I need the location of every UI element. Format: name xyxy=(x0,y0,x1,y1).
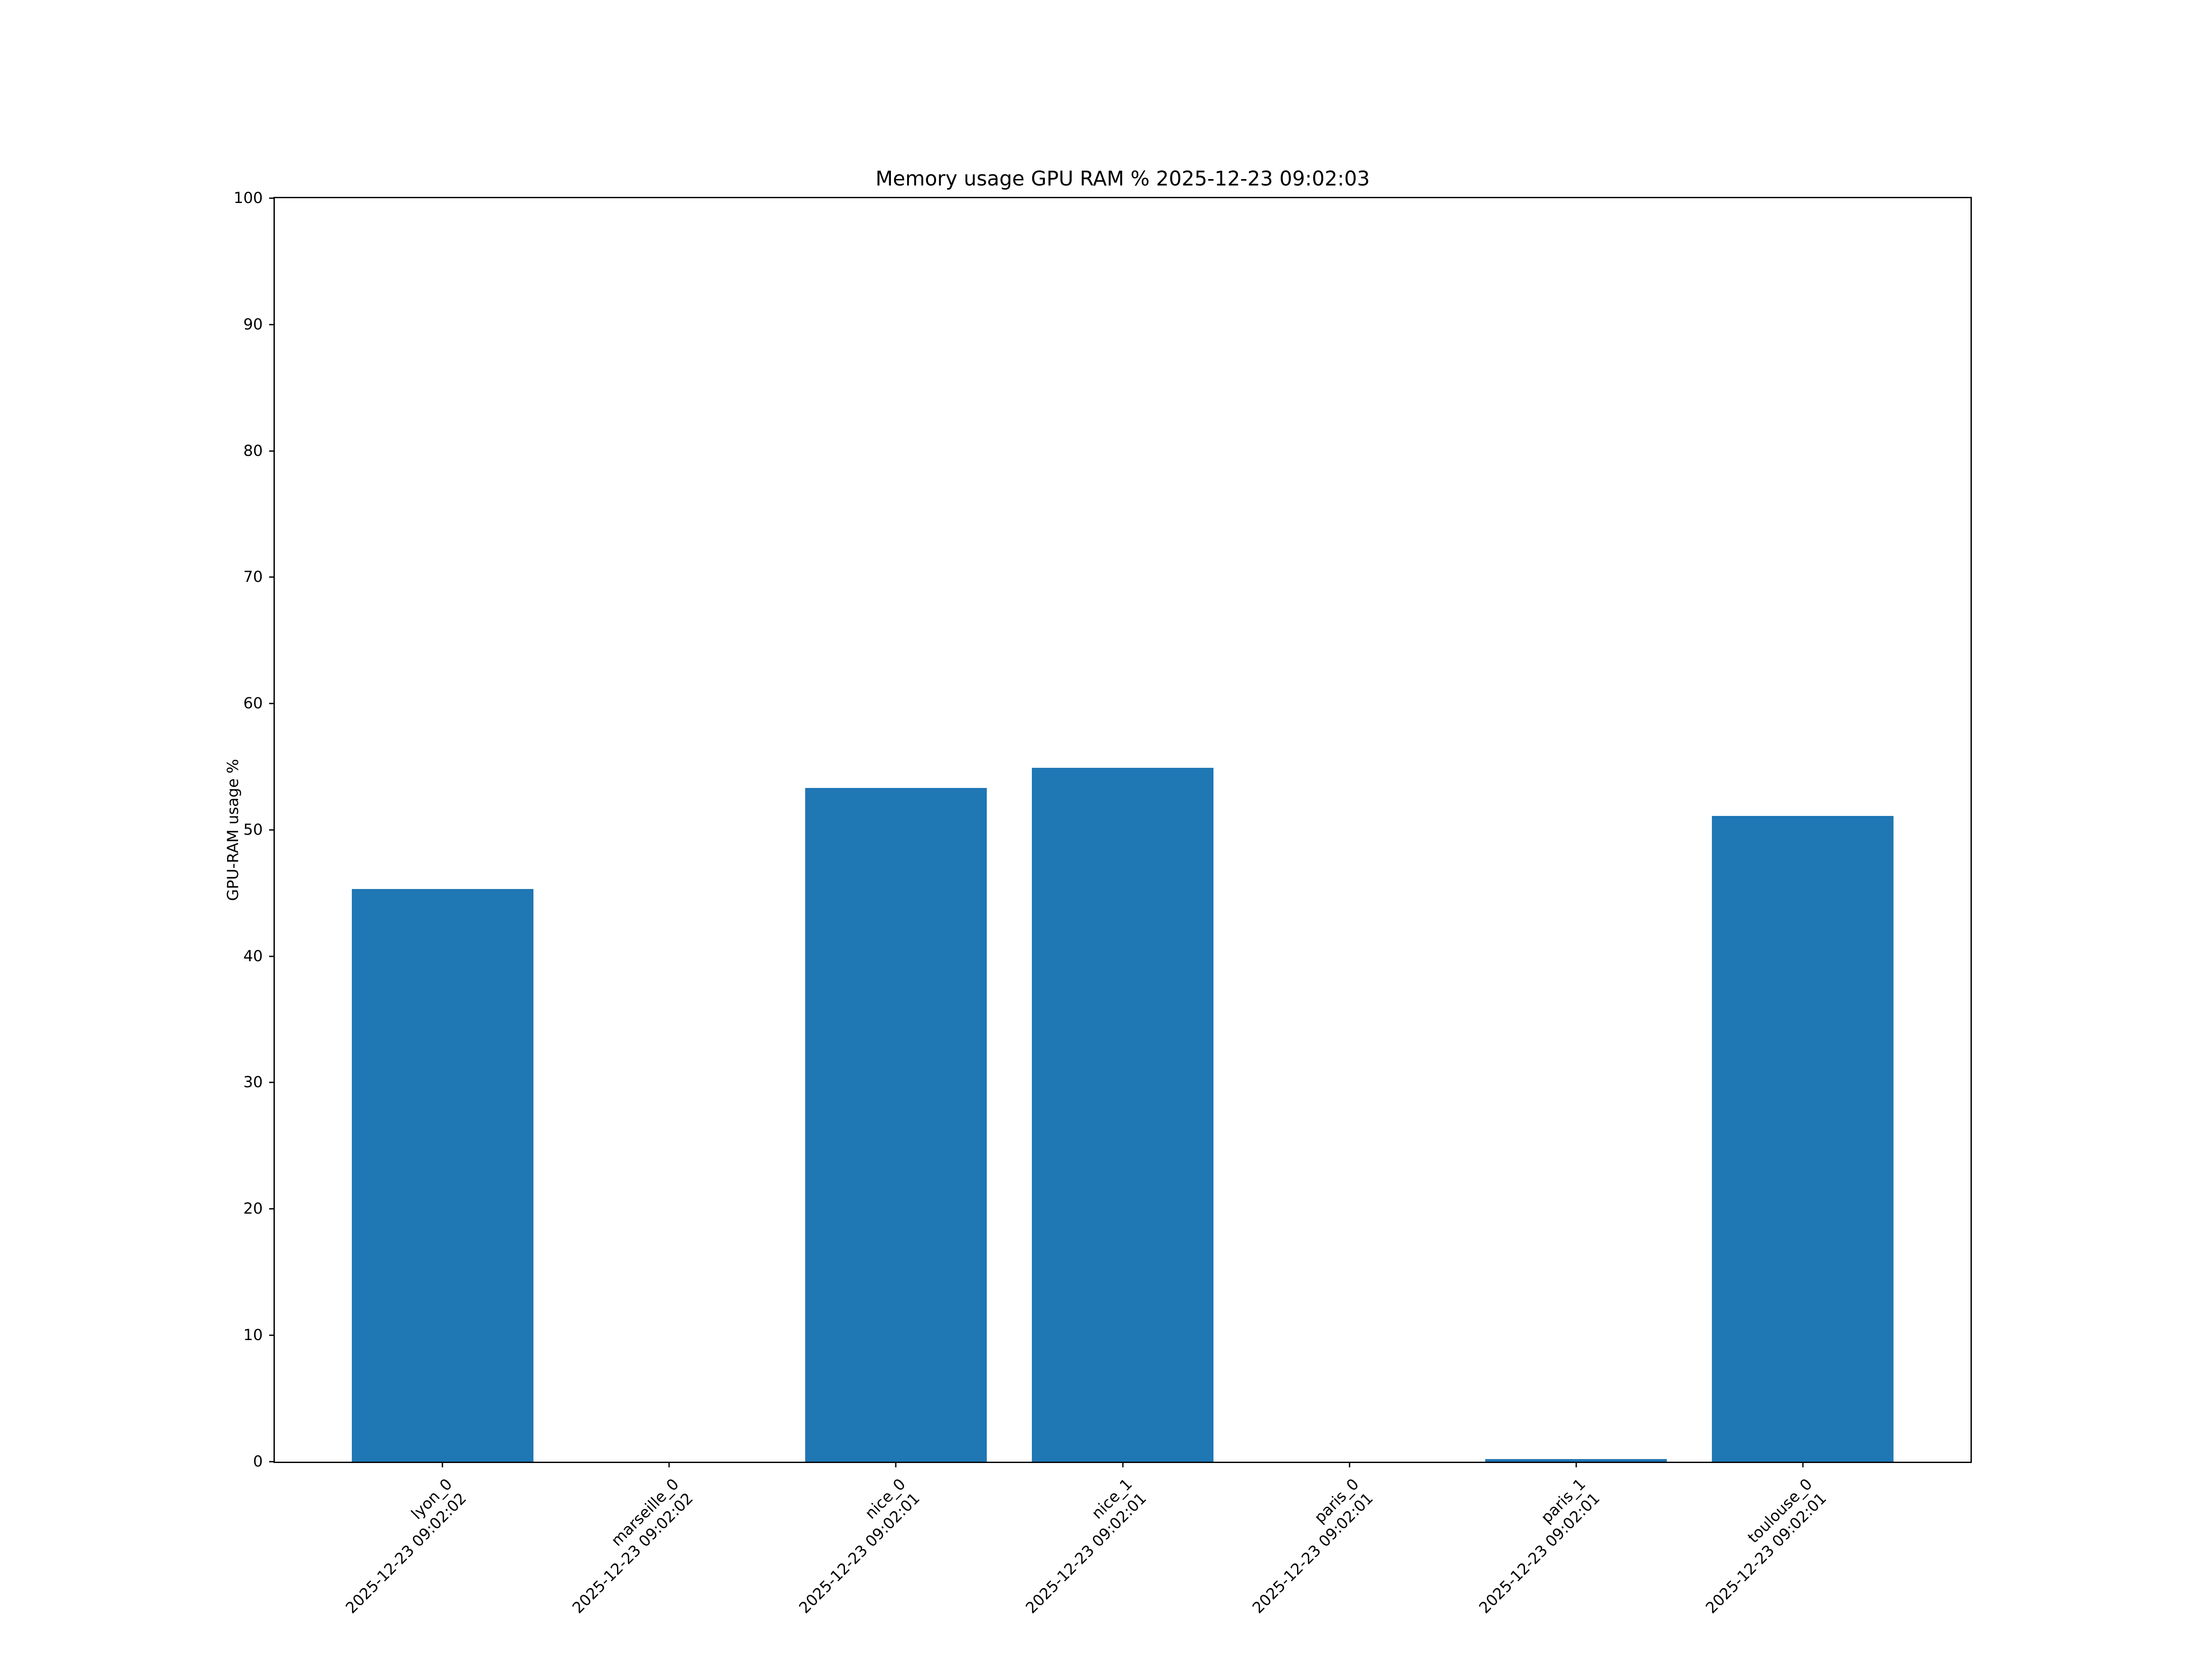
x-tick-label-name: marseille_0 xyxy=(608,1475,683,1550)
y-tick-label: 0 xyxy=(253,1452,263,1470)
bar-nice_0 xyxy=(805,788,987,1462)
x-tick-label-name: paris_0 xyxy=(1311,1475,1363,1527)
x-tick-mark xyxy=(1575,1461,1577,1467)
x-tick-label-timestamp: 2025-12-23 09:02:01 xyxy=(796,1489,923,1617)
y-tick-mark xyxy=(269,1334,275,1336)
y-tick-label: 80 xyxy=(243,442,263,460)
x-tick-label: paris_0 2025-12-23 09:02:01 xyxy=(1234,1475,1378,1618)
x-tick-label: nice_0 2025-12-23 09:02:01 xyxy=(781,1475,924,1618)
y-tick-label: 50 xyxy=(243,821,263,839)
y-tick-label: 70 xyxy=(243,568,263,586)
y-tick-mark xyxy=(269,324,275,326)
plot-area: Memory usage GPU RAM % 2025-12-23 09:02:… xyxy=(224,166,1972,1617)
x-tick-label: nice_1 2025-12-23 09:02:01 xyxy=(1008,1475,1151,1618)
bar-paris_1 xyxy=(1485,1459,1667,1462)
y-axis-label: GPU-RAM usage % xyxy=(224,759,242,901)
x-tick-label: lyon_0 2025-12-23 09:02:02 xyxy=(327,1475,470,1618)
x-tick-mark xyxy=(668,1461,670,1467)
bar-toulouse_0 xyxy=(1712,816,1894,1462)
y-tick-mark xyxy=(269,1461,275,1462)
y-tick-label: 40 xyxy=(243,947,263,965)
y-tick-mark xyxy=(269,829,275,831)
x-tick-label-name: nice_0 xyxy=(862,1475,909,1522)
y-tick-mark xyxy=(269,1082,275,1083)
x-tick-label-name: paris_1 xyxy=(1538,1475,1589,1527)
y-tick-mark xyxy=(269,1208,275,1210)
x-tick-mark xyxy=(442,1461,443,1467)
x-tick-label: toulouse_0 2025-12-23 09:02:01 xyxy=(1688,1475,1831,1618)
bar-nice_1 xyxy=(1032,768,1213,1462)
x-tick-label-timestamp: 2025-12-23 09:02:02 xyxy=(342,1489,470,1617)
x-tick-label-timestamp: 2025-12-23 09:02:01 xyxy=(1476,1489,1603,1617)
y-tick-mark xyxy=(269,703,275,704)
bar-lyon_0 xyxy=(351,889,533,1462)
y-tick-mark xyxy=(269,450,275,452)
y-tick-mark xyxy=(269,197,275,199)
y-tick-label: 100 xyxy=(233,189,263,207)
y-tick-mark xyxy=(269,576,275,578)
x-tick-label-timestamp: 2025-12-23 09:02:01 xyxy=(1022,1489,1150,1617)
x-tick-mark xyxy=(1802,1461,1804,1467)
x-tick-label-timestamp: 2025-12-23 09:02:01 xyxy=(1249,1489,1377,1617)
y-tick-label: 30 xyxy=(243,1074,263,1092)
x-tick-label: paris_1 2025-12-23 09:02:01 xyxy=(1461,1475,1604,1618)
x-tick-label-name: nice_1 xyxy=(1088,1475,1136,1522)
x-tick-label: marseille_0 2025-12-23 09:02:02 xyxy=(554,1475,697,1618)
figure: Memory usage GPU RAM % 2025-12-23 09:02:… xyxy=(224,166,1972,1617)
x-tick-mark xyxy=(1349,1461,1350,1467)
x-tick-label-timestamp: 2025-12-23 09:02:01 xyxy=(1702,1489,1830,1617)
x-tick-label-name: toulouse_0 xyxy=(1744,1475,1816,1547)
y-tick-label: 90 xyxy=(243,315,263,333)
y-tick-label: 60 xyxy=(243,695,263,712)
y-tick-mark xyxy=(269,956,275,957)
x-tick-mark xyxy=(1122,1461,1123,1467)
chart-title: Memory usage GPU RAM % 2025-12-23 09:02:… xyxy=(875,166,1370,190)
x-tick-label-timestamp: 2025-12-23 09:02:02 xyxy=(569,1489,697,1617)
x-tick-mark xyxy=(895,1461,897,1467)
x-tick-label-name: lyon_0 xyxy=(408,1475,456,1523)
y-tick-label: 20 xyxy=(243,1200,263,1218)
y-tick-label: 10 xyxy=(243,1326,263,1344)
